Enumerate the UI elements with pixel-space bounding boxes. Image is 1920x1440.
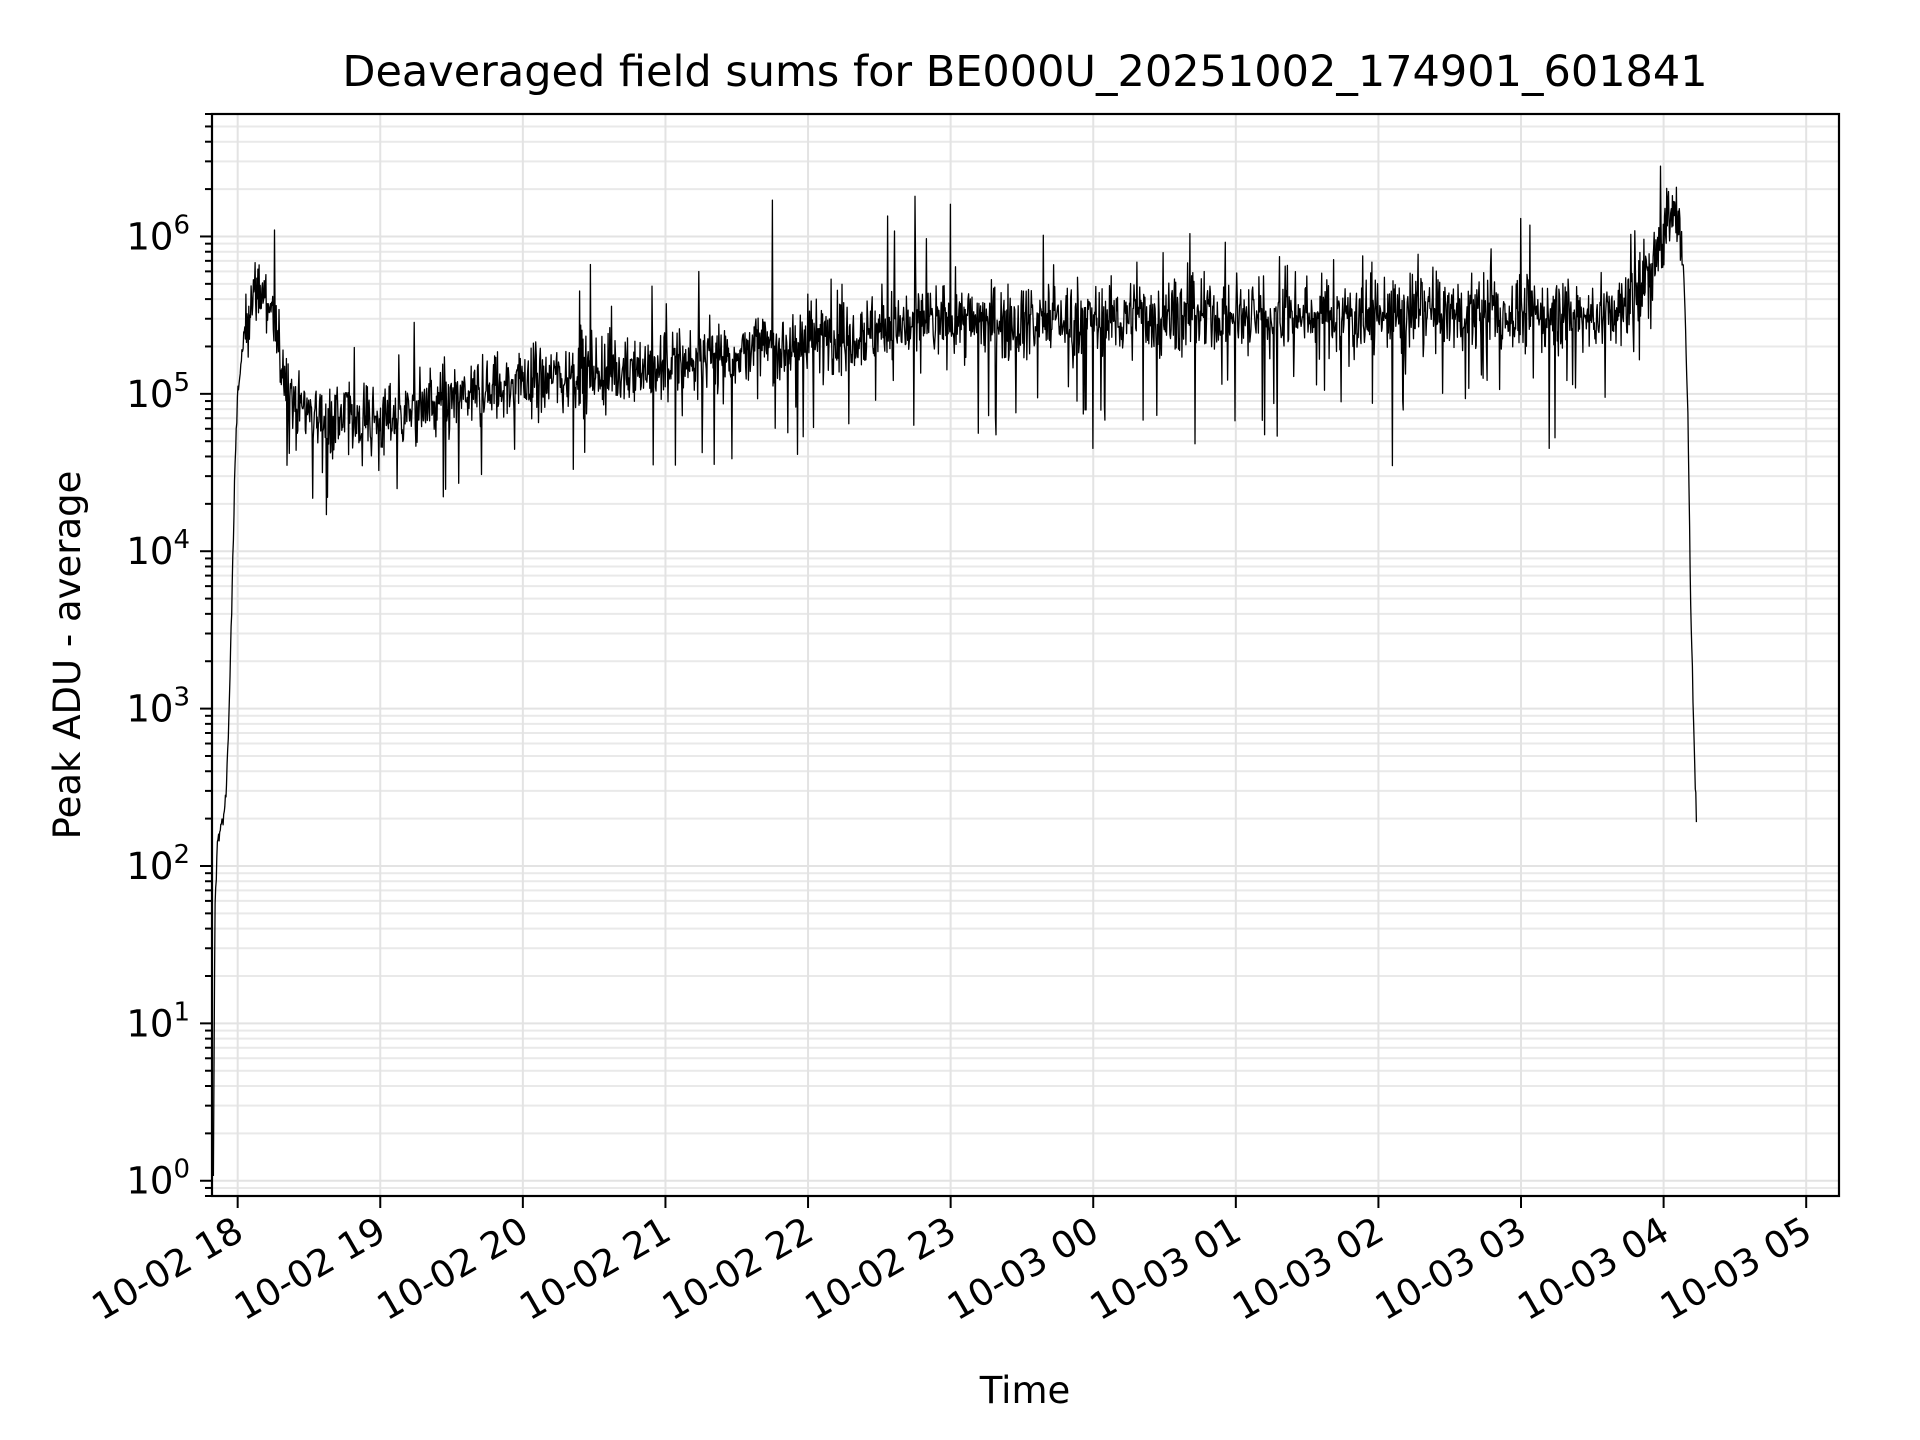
y-tick-label: 106: [126, 210, 190, 258]
x-tick-label: 10-03 04: [1511, 1209, 1677, 1329]
x-tick-label: 10-02 20: [370, 1209, 536, 1329]
y-tick-label-exponent: 4: [173, 525, 190, 555]
y-tick-label: 101: [126, 997, 190, 1045]
grid-layer: [212, 113, 1839, 1197]
y-tick-label-exponent: 0: [173, 1155, 190, 1185]
y-tick-label-exponent: 1: [173, 997, 190, 1027]
y-tick-label-base: 10: [126, 373, 173, 416]
y-tick-label-base: 10: [126, 530, 173, 573]
plot-frame: [210, 112, 1841, 1198]
chart-title: Deaveraged field sums for BE000U_2025100…: [342, 47, 1707, 97]
y-tick-label-exponent: 2: [173, 840, 190, 870]
x-tick-label: 10-03 02: [1225, 1209, 1391, 1329]
y-tick-label: 104: [126, 525, 190, 573]
x-tick-label: 10-03 00: [940, 1209, 1106, 1329]
y-tick-label-base: 10: [126, 1160, 173, 1203]
y-tick-label-exponent: 6: [173, 210, 190, 240]
x-tick-label: 10-02 23: [798, 1209, 964, 1329]
x-tick-label: 10-03 01: [1083, 1209, 1249, 1329]
y-tick-label-exponent: 5: [173, 368, 190, 398]
x-tick-label: 10-02 21: [512, 1209, 678, 1329]
x-tick-label: 10-03 05: [1653, 1209, 1819, 1329]
y-tick-label-base: 10: [126, 215, 173, 258]
y-tick-label: 103: [126, 683, 190, 731]
y-tick-label-exponent: 3: [173, 683, 190, 713]
data-series-line: [212, 165, 1698, 1177]
y-tick-label-base: 10: [126, 688, 173, 731]
x-tick-label: 10-02 19: [227, 1209, 393, 1329]
x-tick-label: 10-02 22: [655, 1209, 821, 1329]
y-tick-label-base: 10: [126, 845, 173, 888]
y-tick-label-base: 10: [126, 1002, 173, 1045]
y-tick-label: 102: [126, 840, 190, 888]
x-tick-label: 10-02 18: [85, 1209, 251, 1329]
y-tick-label: 100: [126, 1155, 190, 1203]
x-axis-label: Time: [979, 1369, 1071, 1412]
y-tick-label: 105: [126, 368, 190, 416]
x-tick-label: 10-03 03: [1368, 1209, 1534, 1329]
y-axis-label: Peak ADU - average: [46, 471, 89, 840]
